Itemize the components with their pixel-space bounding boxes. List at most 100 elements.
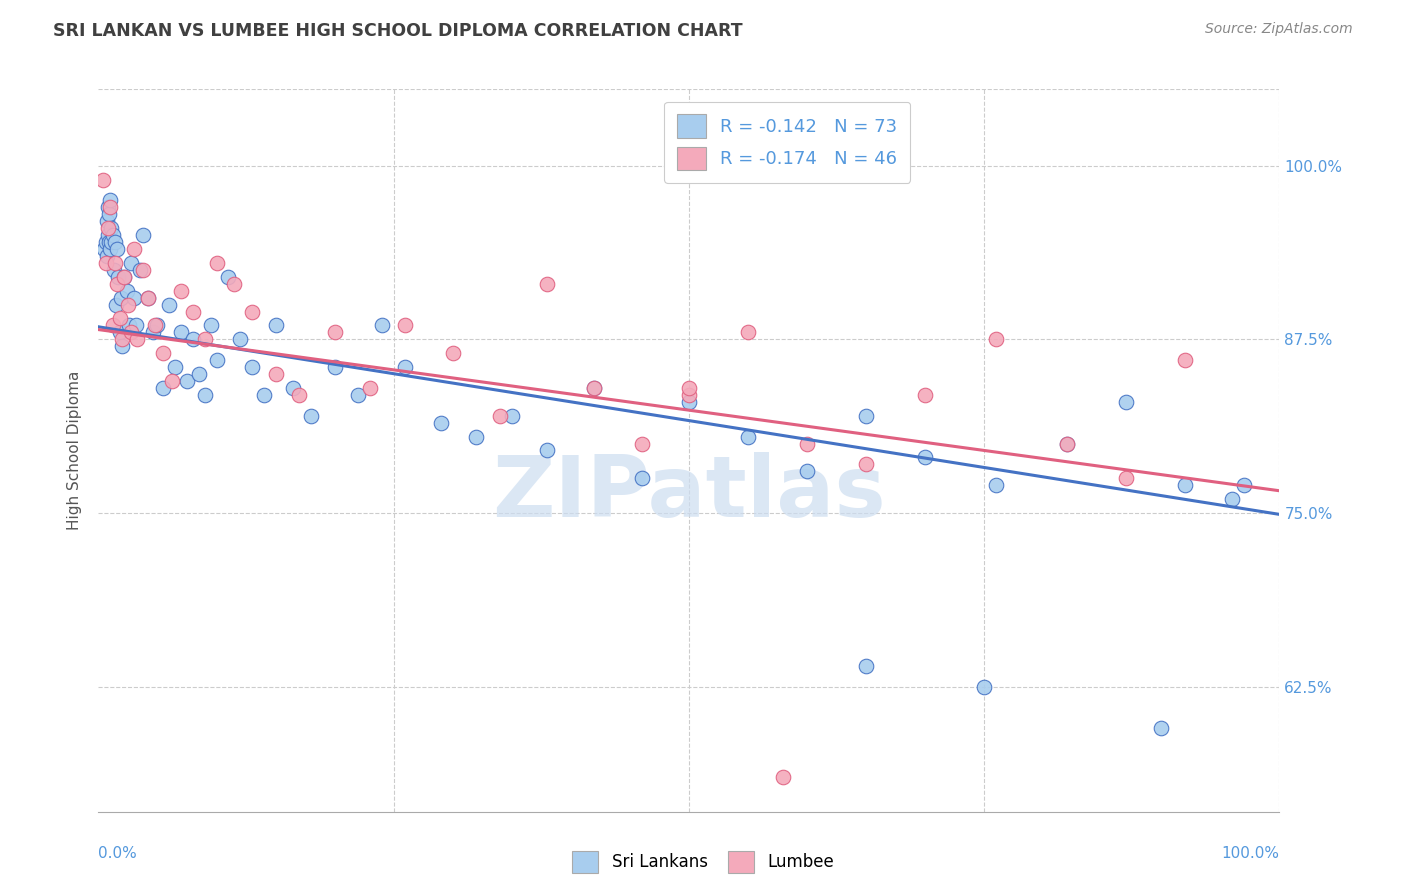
Point <box>465 429 488 443</box>
Point <box>118 318 141 333</box>
Point <box>1056 436 1078 450</box>
Point <box>855 658 877 673</box>
Point <box>394 318 416 333</box>
Point <box>678 388 700 402</box>
Point <box>100 235 122 249</box>
Text: 0.0%: 0.0% <box>98 847 138 862</box>
Point <box>125 318 148 333</box>
Point <box>98 207 121 221</box>
Point <box>1150 722 1173 736</box>
Point <box>394 360 416 375</box>
Point <box>97 221 120 235</box>
Point <box>108 326 131 340</box>
Point <box>112 269 135 284</box>
Legend: R = -0.142   N = 73, R = -0.174   N = 46: R = -0.142 N = 73, R = -0.174 N = 46 <box>665 102 910 183</box>
Point <box>772 770 794 784</box>
Point <box>796 436 818 450</box>
Point <box>299 409 322 423</box>
Point <box>737 429 759 443</box>
Point <box>105 277 128 291</box>
Point <box>142 326 165 340</box>
Point <box>96 214 118 228</box>
Point <box>1220 492 1243 507</box>
Point <box>430 416 453 430</box>
Point <box>1174 353 1197 368</box>
Point <box>264 318 287 333</box>
Point <box>630 471 652 485</box>
Point <box>855 409 877 423</box>
Point <box>288 388 311 402</box>
Point <box>914 388 936 402</box>
Point <box>914 450 936 465</box>
Point <box>105 297 128 311</box>
Point <box>100 221 122 235</box>
Point <box>283 381 305 395</box>
Point <box>101 228 124 243</box>
Point <box>93 242 115 256</box>
Point <box>122 291 145 305</box>
Point <box>112 269 135 284</box>
Point <box>96 249 118 263</box>
Point <box>157 297 180 311</box>
Point <box>98 242 121 256</box>
Point <box>91 172 114 186</box>
Point <box>121 326 143 340</box>
Point <box>984 478 1007 492</box>
Point <box>121 256 143 270</box>
Point <box>441 346 464 360</box>
Point <box>501 409 523 423</box>
Point <box>104 256 127 270</box>
Point <box>583 381 606 395</box>
Point <box>1233 478 1256 492</box>
Point <box>97 228 120 243</box>
Point <box>359 381 381 395</box>
Point <box>101 318 124 333</box>
Point <box>122 242 145 256</box>
Point <box>115 284 138 298</box>
Point <box>143 318 166 333</box>
Point <box>110 291 132 305</box>
Point <box>107 269 129 284</box>
Point <box>132 262 155 277</box>
Point <box>132 228 155 243</box>
Legend: Sri Lankans, Lumbee: Sri Lankans, Lumbee <box>565 845 841 880</box>
Point <box>240 360 263 375</box>
Point <box>264 367 287 381</box>
Point <box>194 332 217 346</box>
Point <box>630 436 652 450</box>
Point <box>146 318 169 333</box>
Y-axis label: High School Diploma: High School Diploma <box>67 371 83 530</box>
Text: 100.0%: 100.0% <box>1222 847 1279 862</box>
Point <box>200 318 222 333</box>
Point <box>170 284 193 298</box>
Point <box>94 256 117 270</box>
Point <box>111 332 134 346</box>
Point <box>103 262 125 277</box>
Point <box>224 277 246 291</box>
Point <box>678 394 700 409</box>
Point <box>489 409 512 423</box>
Point <box>205 353 228 368</box>
Point <box>973 680 995 694</box>
Point <box>1115 471 1137 485</box>
Point <box>105 242 128 256</box>
Point <box>181 304 204 318</box>
Point <box>678 381 700 395</box>
Point <box>97 200 120 214</box>
Point <box>536 443 558 458</box>
Point <box>136 291 159 305</box>
Point <box>98 194 121 208</box>
Point <box>984 332 1007 346</box>
Point <box>117 297 139 311</box>
Point <box>229 332 252 346</box>
Point <box>371 318 394 333</box>
Point <box>1115 394 1137 409</box>
Point <box>253 388 276 402</box>
Point <box>160 374 183 388</box>
Point <box>152 346 174 360</box>
Text: ZIPatlas: ZIPatlas <box>492 452 886 535</box>
Point <box>98 235 121 249</box>
Point <box>583 381 606 395</box>
Point <box>181 332 204 346</box>
Point <box>187 367 209 381</box>
